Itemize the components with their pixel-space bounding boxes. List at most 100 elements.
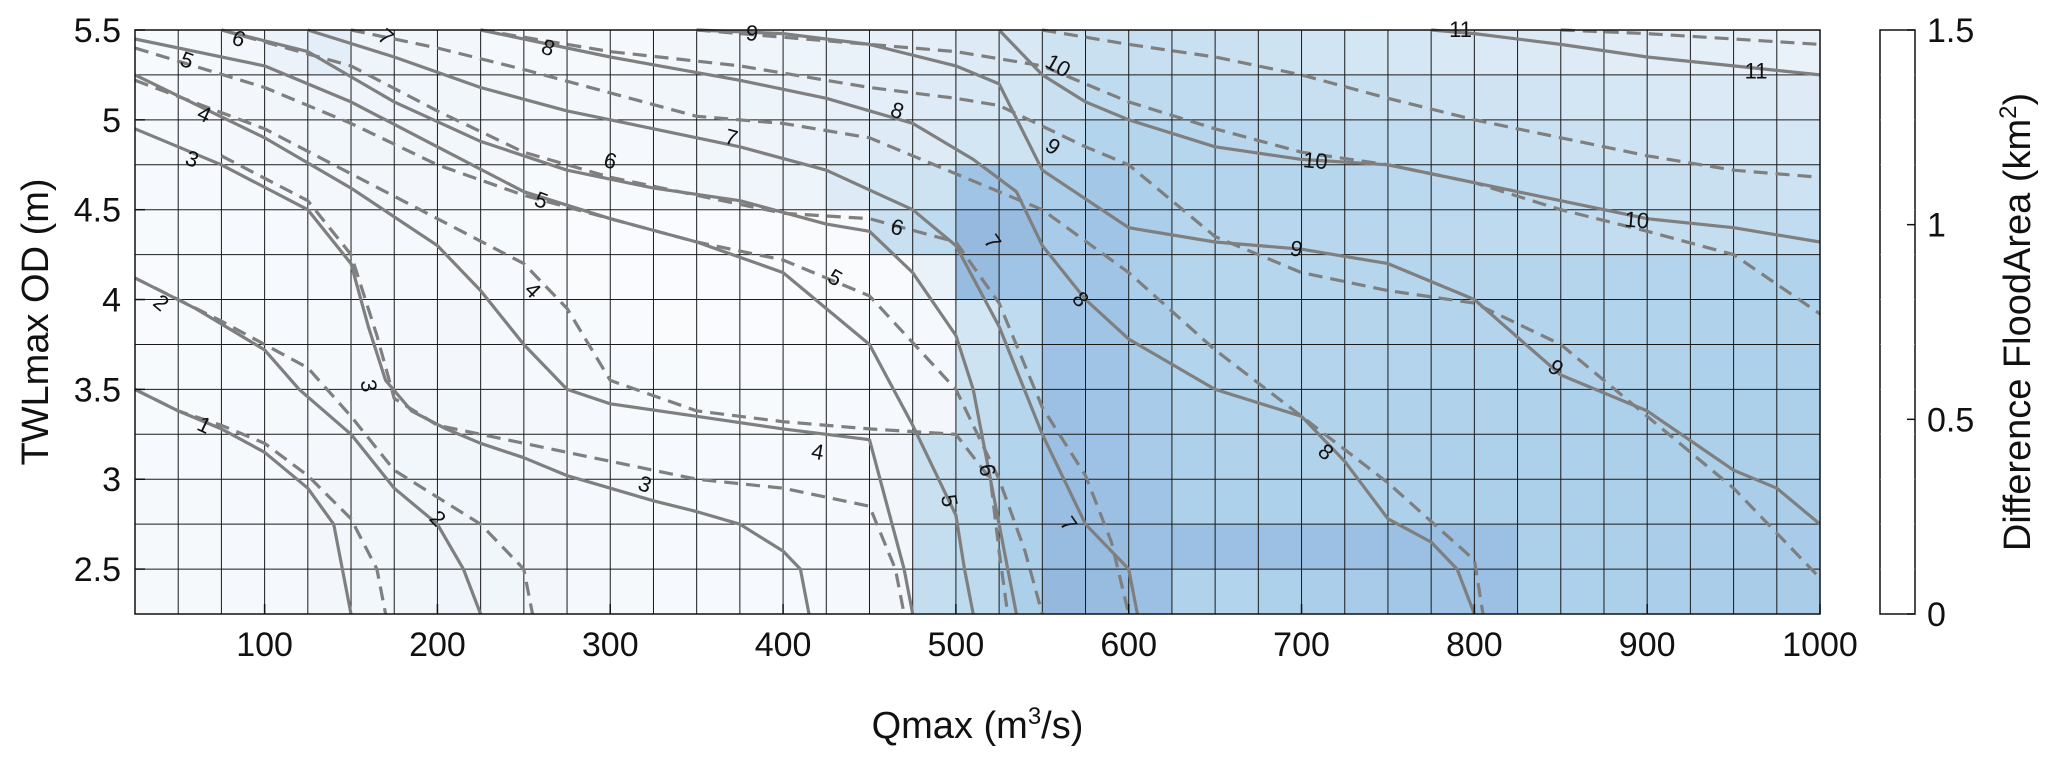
- heatmap-cell: [1647, 479, 1691, 525]
- heatmap-cell: [1776, 389, 1821, 435]
- heatmap-cell: [1042, 164, 1087, 211]
- heatmap-cell: [307, 524, 352, 570]
- heatmap-cell: [1647, 74, 1691, 121]
- heatmap-cell: [221, 524, 266, 570]
- x-tick-label: 200: [409, 626, 466, 664]
- heatmap-cell: [1517, 254, 1562, 301]
- heatmap-cell: [437, 299, 482, 345]
- heatmap-cell: [696, 74, 741, 121]
- heatmap-cell: [1344, 389, 1389, 435]
- heatmap-cell: [480, 254, 525, 301]
- heatmap-cell: [1431, 569, 1475, 615]
- heatmap-cell: [221, 209, 266, 256]
- heatmap-cell: [1301, 30, 1346, 76]
- heatmap-cell: [1560, 74, 1605, 121]
- heatmap-cell: [826, 254, 870, 301]
- cell-grid: [134, 29, 1821, 615]
- heatmap-cell: [1258, 344, 1303, 390]
- heatmap-cell: [221, 344, 266, 390]
- heatmap-cell: [1215, 164, 1259, 211]
- heatmap-cell: [1387, 30, 1432, 76]
- heatmap-cell: [1301, 119, 1346, 166]
- heatmap-cell: [1301, 164, 1346, 211]
- heatmap-cell: [1603, 254, 1648, 301]
- cbar-label-sup: 2: [1995, 106, 2022, 119]
- heatmap-cell: [1301, 254, 1346, 301]
- heatmap-cell: [783, 524, 827, 570]
- heatmap-cell: [1431, 344, 1475, 390]
- heatmap-cell: [1431, 209, 1475, 256]
- heatmap-cell: [1690, 479, 1735, 525]
- heatmap-cell: [1301, 74, 1346, 121]
- heatmap-cell: [1431, 299, 1475, 345]
- contour-solid-4: [134, 73, 915, 615]
- heatmap-cell: [394, 299, 438, 345]
- colorbar-tick-label: 1.5: [1927, 12, 1974, 50]
- contour-lines: [134, 28, 1822, 615]
- heatmap-cell: [480, 209, 525, 256]
- heatmap-cell: [1776, 119, 1821, 166]
- heatmap-cell: [1517, 209, 1562, 256]
- heatmap-cell: [1085, 434, 1130, 480]
- heatmap-cell: [135, 344, 179, 390]
- y-tick-label: 5: [102, 102, 121, 140]
- contour-solid-6: [221, 28, 1018, 615]
- heatmap-cell: [826, 569, 870, 615]
- heatmap-cell: [1042, 344, 1087, 390]
- heatmap-cell: [1042, 389, 1087, 435]
- heatmap-cell: [1776, 74, 1821, 121]
- heatmap-cell: [610, 479, 654, 525]
- heatmap-cell: [567, 524, 611, 570]
- heatmap-cell: [869, 209, 914, 256]
- heatmap-cell: [264, 569, 309, 615]
- heatmap-cell: [1128, 389, 1173, 435]
- heatmap-cell: [307, 254, 352, 301]
- heatmap-cell: [1258, 74, 1303, 121]
- heatmap-cell: [1517, 434, 1562, 480]
- heatmap-cell: [178, 524, 222, 570]
- heatmap-cell: [1258, 299, 1303, 345]
- heatmap-cell: [1517, 119, 1562, 166]
- heatmap-cell: [567, 569, 611, 615]
- heatmap-cell: [1431, 30, 1475, 76]
- x-tick-label: 800: [1446, 626, 1503, 664]
- heatmap-cell: [869, 299, 914, 345]
- heatmap-cell: [523, 524, 568, 570]
- heatmap-cell: [1560, 434, 1605, 480]
- heatmap-cell: [1301, 569, 1346, 615]
- heatmap-cell: [739, 209, 784, 256]
- heatmap-cell: [1474, 479, 1519, 525]
- heatmap-cell: [1517, 299, 1562, 345]
- heatmap-cell: [1387, 434, 1432, 480]
- heatmap-cell: [912, 30, 957, 76]
- heatmap-cell: [1776, 30, 1821, 76]
- heatmap-cell: [1215, 209, 1259, 256]
- heatmap-cell: [1431, 434, 1475, 480]
- heatmap-cell: [1603, 74, 1648, 121]
- heatmap-cell: [1517, 524, 1562, 570]
- heatmap-cell: [1474, 434, 1519, 480]
- heatmap-cell: [955, 299, 1000, 345]
- heatmap-cell: [1647, 164, 1691, 211]
- contour-solid-11: [1431, 28, 1821, 77]
- colorbar-tick-label: 1: [1927, 207, 1946, 245]
- heatmap-cell: [135, 434, 179, 480]
- heatmap-cell: [264, 524, 309, 570]
- heatmap-cells: [135, 30, 1821, 615]
- heatmap-cell: [783, 434, 827, 480]
- heatmap-cell: [1085, 74, 1130, 121]
- heatmap-cell: [1603, 524, 1648, 570]
- contour-solid-8: [480, 28, 1476, 615]
- heatmap-cell: [653, 74, 698, 121]
- heatmap-cell: [610, 209, 654, 256]
- heatmap-cell: [739, 254, 784, 301]
- heatmap-cell: [178, 164, 222, 211]
- heatmap-cell: [1776, 209, 1821, 256]
- heatmap-cell: [1387, 569, 1432, 615]
- x-tick-label: 100: [236, 626, 293, 664]
- heatmap-cell: [1474, 209, 1519, 256]
- heatmap-cell: [999, 254, 1043, 301]
- y-tick-label: 3: [102, 461, 121, 499]
- heatmap-cell: [1647, 30, 1691, 76]
- heatmap-cell: [653, 524, 698, 570]
